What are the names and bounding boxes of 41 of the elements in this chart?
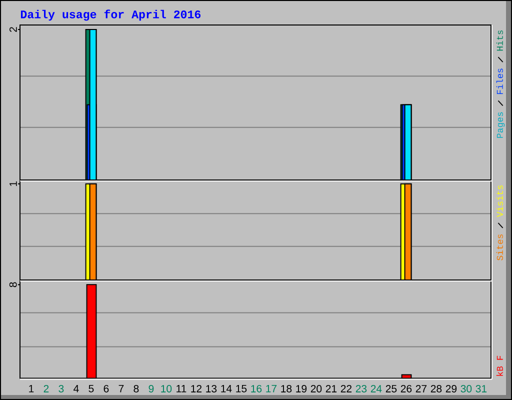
y-tick-label: 2 bbox=[9, 27, 17, 32]
x-tick-label: 8 bbox=[134, 385, 139, 392]
x-tick-label: 13 bbox=[206, 385, 217, 392]
x-tick-label: 30 bbox=[460, 385, 472, 392]
x-tick-label: 22 bbox=[340, 385, 352, 392]
x-tick-label: 3 bbox=[58, 385, 64, 392]
legend-label: Files bbox=[496, 68, 503, 94]
text: Visits bbox=[496, 185, 503, 218]
x-tick-label: 23 bbox=[356, 385, 367, 392]
text: Hits bbox=[496, 30, 503, 51]
x-tick-label: 14 bbox=[221, 385, 232, 392]
x-tick-label: 18 bbox=[281, 385, 292, 392]
x-tick-label: 4 bbox=[74, 385, 79, 392]
x-tick-label: 2 bbox=[44, 385, 49, 392]
x-tick-label: 28 bbox=[430, 385, 442, 392]
x-tick-label: 15 bbox=[236, 385, 247, 392]
legend-label: Sites bbox=[496, 234, 503, 260]
x-tick-label: 27 bbox=[416, 385, 427, 392]
x-tick-label: 29 bbox=[446, 385, 457, 392]
x-tick-label: 12 bbox=[191, 385, 202, 392]
x-tick-label: 24 bbox=[370, 385, 382, 392]
x-tick-label: 1 bbox=[29, 385, 34, 392]
x-tick-label: 9 bbox=[148, 385, 154, 392]
x-tick-label: 20 bbox=[310, 385, 322, 392]
x-tick-label: 26 bbox=[400, 385, 412, 392]
x-tick-label: 7 bbox=[118, 385, 124, 392]
x-tick-label: 10 bbox=[161, 385, 172, 392]
text: kB F bbox=[496, 356, 503, 376]
x-tick-label: 6 bbox=[104, 385, 109, 392]
x-tick-label: 16 bbox=[251, 385, 262, 392]
x-tick-label: 17 bbox=[266, 385, 277, 392]
x-tick-label: 31 bbox=[476, 385, 487, 392]
x-tick-label: 11 bbox=[176, 385, 186, 392]
y-tick-label: 8 bbox=[9, 282, 17, 288]
x-tick-label: 21 bbox=[326, 385, 337, 392]
chart-title: Daily usage for April 2016 bbox=[20, 10, 201, 21]
x-tick-label: 5 bbox=[88, 385, 94, 392]
x-tick-label: 19 bbox=[296, 385, 307, 392]
legend-label: Pages bbox=[496, 112, 505, 138]
x-tick-label: 25 bbox=[386, 385, 397, 392]
y-tick-label: 1 bbox=[10, 181, 17, 186]
